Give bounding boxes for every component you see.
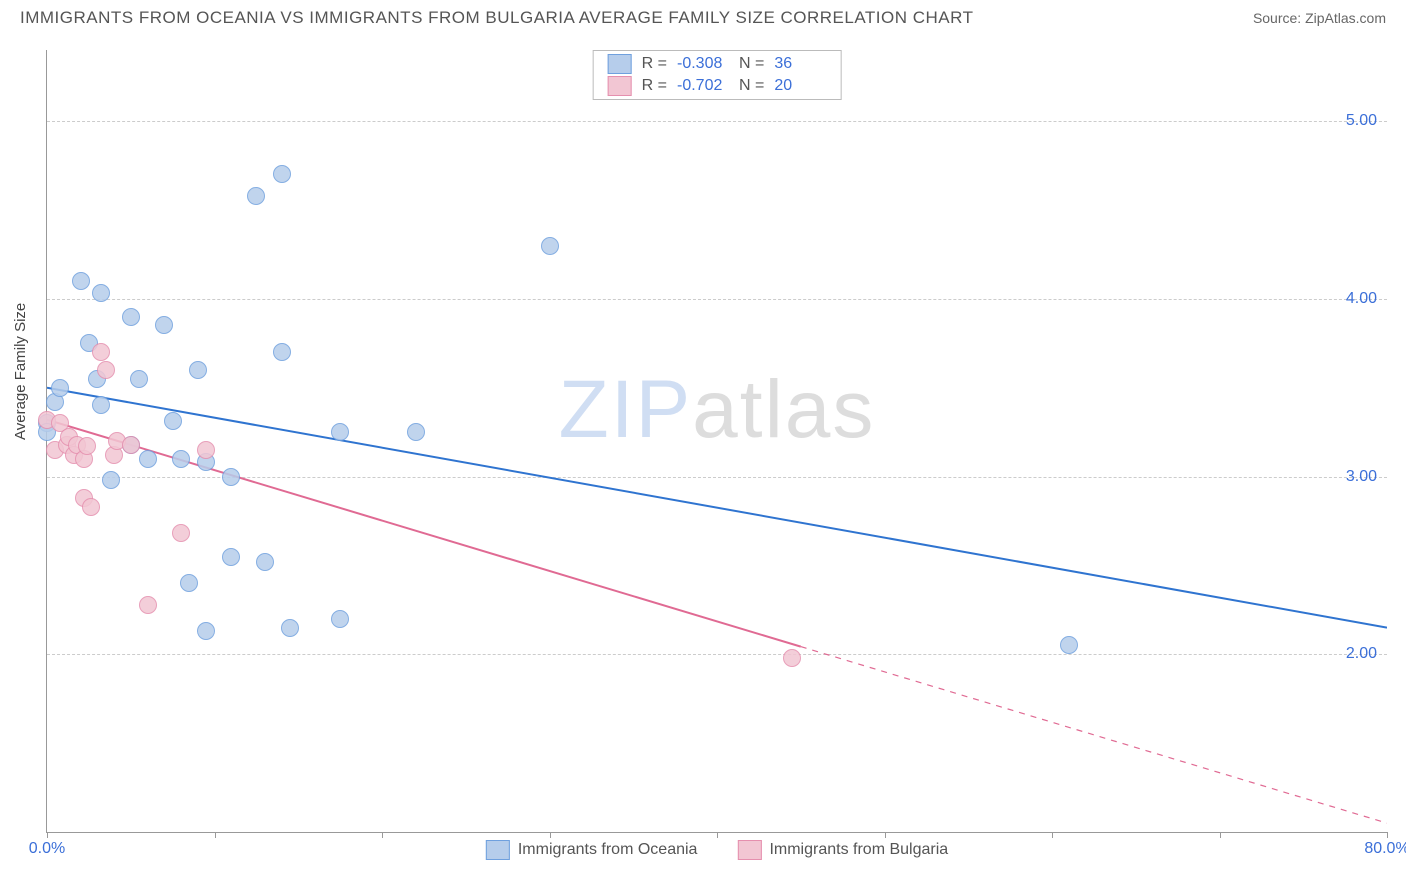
data-point: [256, 553, 274, 571]
r-label: R =: [642, 77, 667, 95]
legend-swatch-bulgaria: [737, 840, 761, 860]
y-tick-label: 4.00: [1346, 290, 1377, 308]
n-label: N =: [739, 77, 764, 95]
swatch-oceania: [608, 54, 632, 74]
legend-label-bulgaria: Immigrants from Bulgaria: [769, 841, 948, 859]
x-tick-mark: [215, 832, 216, 838]
data-point: [92, 343, 110, 361]
bottom-legend: Immigrants from Oceania Immigrants from …: [486, 840, 948, 860]
y-tick-label: 2.00: [1346, 645, 1377, 663]
legend-label-oceania: Immigrants from Oceania: [518, 841, 698, 859]
x-tick-mark: [1220, 832, 1221, 838]
data-point: [222, 548, 240, 566]
source-label: Source: ZipAtlas.com: [1253, 10, 1386, 26]
data-point: [78, 437, 96, 455]
x-tick-mark: [550, 832, 551, 838]
data-point: [541, 237, 559, 255]
data-point: [189, 361, 207, 379]
data-point: [122, 308, 140, 326]
x-tick-mark: [382, 832, 383, 838]
x-tick-mark: [47, 832, 48, 838]
data-point: [197, 441, 215, 459]
data-point: [281, 619, 299, 637]
watermark-part2: atlas: [692, 364, 875, 455]
data-point: [273, 343, 291, 361]
data-point: [102, 471, 120, 489]
data-point: [1060, 636, 1078, 654]
r-value-oceania: -0.308: [677, 55, 729, 73]
n-value-oceania: 36: [774, 55, 826, 73]
stats-row-bulgaria: R = -0.702 N = 20: [594, 75, 841, 97]
r-value-bulgaria: -0.702: [677, 77, 729, 95]
y-tick-label: 3.00: [1346, 468, 1377, 486]
legend-swatch-oceania: [486, 840, 510, 860]
data-point: [97, 361, 115, 379]
swatch-bulgaria: [608, 76, 632, 96]
data-point: [139, 450, 157, 468]
data-point: [82, 498, 100, 516]
data-point: [122, 436, 140, 454]
data-point: [331, 610, 349, 628]
title-bar: IMMIGRANTS FROM OCEANIA VS IMMIGRANTS FR…: [0, 0, 1406, 32]
gridline-h: [47, 299, 1387, 300]
legend-item-bulgaria: Immigrants from Bulgaria: [737, 840, 948, 860]
y-axis-label: Average Family Size: [12, 303, 29, 440]
data-point: [92, 284, 110, 302]
n-label: N =: [739, 55, 764, 73]
watermark-part1: ZIP: [559, 364, 693, 455]
x-tick-label: 80.0%: [1364, 840, 1406, 858]
x-tick-label: 0.0%: [29, 840, 65, 858]
data-point: [273, 165, 291, 183]
data-point: [172, 524, 190, 542]
legend-item-oceania: Immigrants from Oceania: [486, 840, 698, 860]
data-point: [164, 412, 182, 430]
x-tick-mark: [1052, 832, 1053, 838]
data-point: [130, 370, 148, 388]
data-point: [155, 316, 173, 334]
gridline-h: [47, 654, 1387, 655]
data-point: [72, 272, 90, 290]
data-point: [180, 574, 198, 592]
plot-area: ZIPatlas R = -0.308 N = 36 R = -0.702 N …: [46, 50, 1387, 833]
x-tick-mark: [885, 832, 886, 838]
gridline-h: [47, 121, 1387, 122]
data-point: [139, 596, 157, 614]
x-tick-mark: [717, 832, 718, 838]
y-tick-label: 5.00: [1346, 112, 1377, 130]
data-point: [51, 379, 69, 397]
n-value-bulgaria: 20: [774, 77, 826, 95]
stats-row-oceania: R = -0.308 N = 36: [594, 53, 841, 75]
data-point: [92, 396, 110, 414]
data-point: [247, 187, 265, 205]
data-point: [331, 423, 349, 441]
data-point: [197, 622, 215, 640]
chart-title: IMMIGRANTS FROM OCEANIA VS IMMIGRANTS FR…: [20, 8, 974, 28]
gridline-h: [47, 477, 1387, 478]
data-point: [222, 468, 240, 486]
trend-lines: [47, 50, 1387, 832]
data-point: [783, 649, 801, 667]
watermark: ZIPatlas: [559, 363, 876, 457]
data-point: [172, 450, 190, 468]
x-tick-mark: [1387, 832, 1388, 838]
data-point: [407, 423, 425, 441]
r-label: R =: [642, 55, 667, 73]
stats-legend: R = -0.308 N = 36 R = -0.702 N = 20: [593, 50, 842, 100]
